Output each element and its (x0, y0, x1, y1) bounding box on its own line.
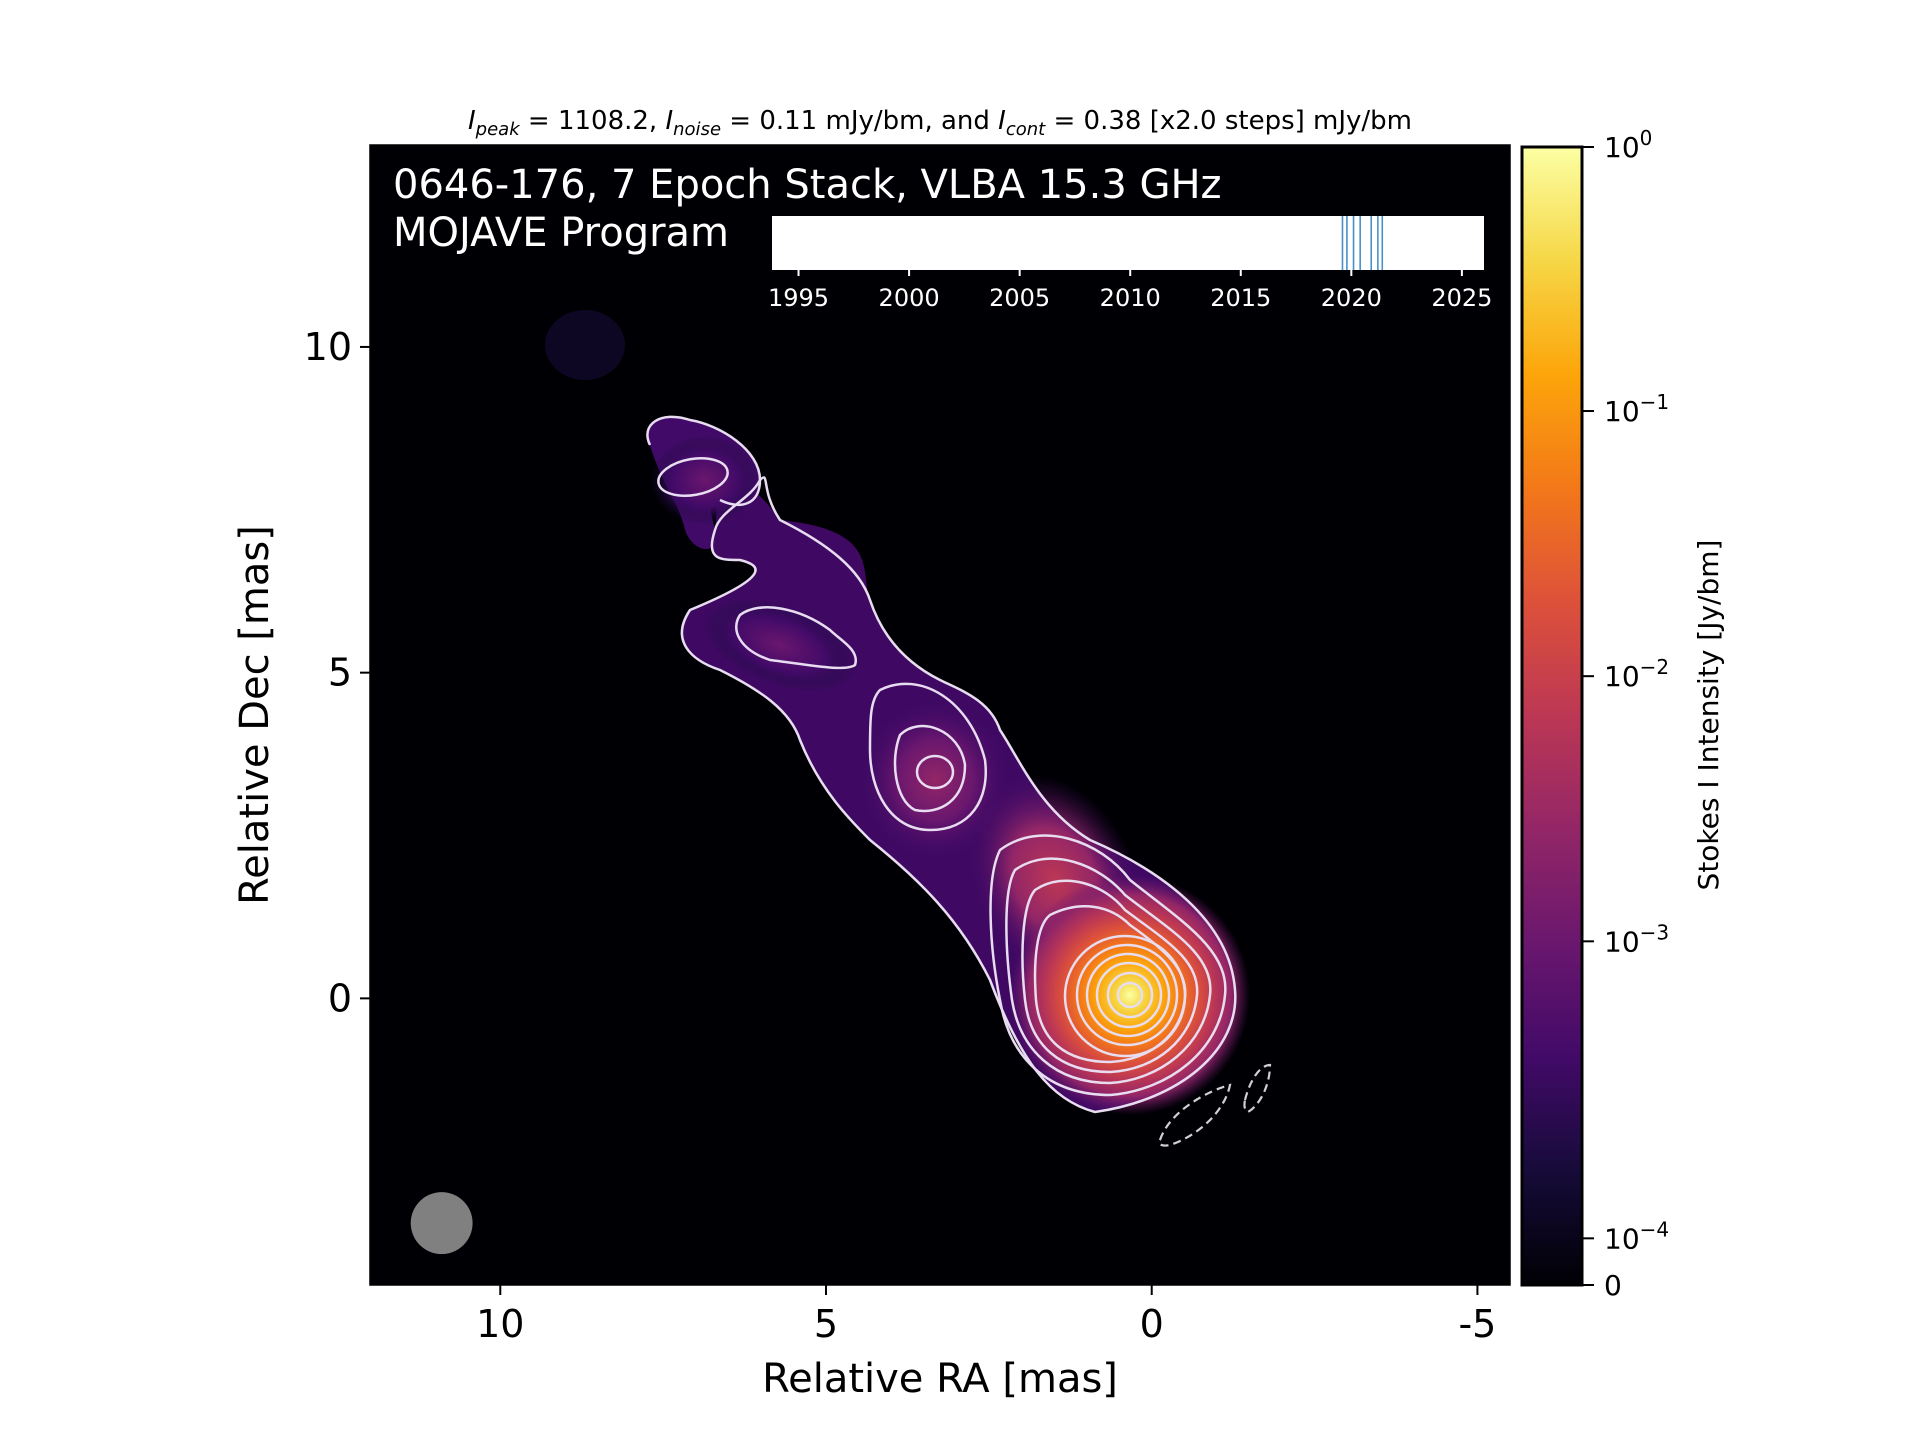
y-axis-label: Relative Dec [mas] (232, 525, 278, 905)
contour-core-2 (1005, 857, 1212, 1085)
faint-blob (545, 310, 625, 380)
title-i-peak: I (468, 106, 476, 136)
contour-level-1 (680, 476, 1237, 1114)
colorbar-tick-label: 10−2 (1604, 655, 1669, 693)
contour-inner-knot-3 (915, 754, 955, 790)
colorbar-tick-label: 10−1 (1604, 390, 1669, 428)
colorbar-tick-label: 10−4 (1604, 1217, 1669, 1255)
overlay-title-program: MOJAVE Program (393, 210, 729, 256)
image-panel: 0646-176, 7 Epoch Stack, VLBA 15.3 GHz M… (369, 144, 1511, 1286)
x-tick-label: 10 (476, 1302, 524, 1346)
x-tick-label: 0 (1140, 1302, 1164, 1346)
contour-core-9 (1106, 971, 1154, 1019)
y-tick-label: 10 (304, 325, 352, 369)
beam-ellipse (410, 1192, 473, 1255)
title-peak-value: = 1108.2, (520, 106, 666, 136)
contour-tip-knot (657, 457, 729, 497)
x-axis-ticks: 10 5 0 -5 (476, 1285, 1496, 1346)
overlay-title-source: 0646-176, 7 Epoch Stack, VLBA 15.3 GHz (393, 162, 1222, 208)
epoch-tick-label: 2020 (1321, 284, 1382, 312)
colorbar-tick-label: 10−3 (1604, 920, 1669, 958)
colorbar-ticks: 0 10−4 10−3 10−2 10−1 100 (1582, 126, 1669, 1302)
colorbar-tick-label: 100 (1604, 126, 1652, 164)
epoch-tick-label: 1995 (768, 284, 829, 312)
contour-layer (646, 415, 1237, 1114)
colorbar-gradient (1520, 145, 1584, 1287)
y-tick-label: 5 (328, 651, 352, 695)
y-tick-label: 0 (328, 976, 352, 1020)
x-tick-label: -5 (1458, 1302, 1496, 1346)
epoch-lines (1341, 216, 1384, 270)
epoch-timeline-inset: 1995 2000 2005 2010 2015 2020 2025 (768, 216, 1492, 312)
title-i-noise: I (665, 106, 673, 136)
negative-contours (1158, 1063, 1272, 1147)
title-sub-peak: peak (475, 119, 522, 140)
title-noise-value: = 0.11 mJy/bm, and (721, 106, 998, 136)
epoch-tick-label: 2005 (989, 284, 1050, 312)
negative-contour-2 (1243, 1063, 1272, 1114)
epoch-tick-label: 2010 (1100, 284, 1161, 312)
title-cont-value: = 0.38 [x2.0 steps] mJy/bm (1045, 106, 1412, 136)
title-sub-noise: noise (673, 119, 721, 140)
contour-inner-knot-1 (868, 682, 987, 832)
contour-inner-knot-2 (893, 724, 967, 813)
y-axis-ticks: 10 5 0 (304, 325, 370, 1020)
x-tick-label: 5 (814, 1302, 838, 1346)
contour-core-1 (989, 834, 1227, 1097)
epoch-axis-ticks: 1995 2000 2005 2010 2015 2020 2025 (768, 270, 1492, 312)
map-frame (369, 144, 1511, 1286)
epoch-tick-label: 2000 (879, 284, 940, 312)
title-i-cont: I (998, 106, 1006, 136)
contour-core-5 (1063, 934, 1187, 1058)
contour-mid-knot (735, 606, 858, 670)
epoch-tick-label: 2015 (1210, 284, 1271, 312)
title-sub-cont: cont (1006, 119, 1046, 140)
chart-title: Ipeak = 1108.2, Inoise = 0.11 mJy/bm, an… (468, 106, 1412, 140)
negative-contour-1 (1158, 1083, 1232, 1147)
colorbar-label: Stokes I Intensity [Jy/bm] (1692, 540, 1725, 891)
colorbar-tick-label: 0 (1604, 1269, 1622, 1302)
contour-core-10 (1116, 981, 1144, 1009)
colorbar: 0 10−4 10−3 10−2 10−1 100 Stokes I Intensity … (1520, 126, 1725, 1302)
epoch-timeline-box (772, 216, 1484, 270)
contour-core-6 (1075, 943, 1179, 1047)
contour-tip (646, 415, 762, 507)
contour-core-8 (1095, 961, 1163, 1029)
contour-core-3 (1021, 879, 1199, 1074)
contour-core-7 (1085, 952, 1171, 1038)
x-axis-label: Relative RA [mas] (762, 1356, 1118, 1402)
epoch-tick-label: 2025 (1431, 284, 1492, 312)
knot-outer (650, 435, 760, 525)
